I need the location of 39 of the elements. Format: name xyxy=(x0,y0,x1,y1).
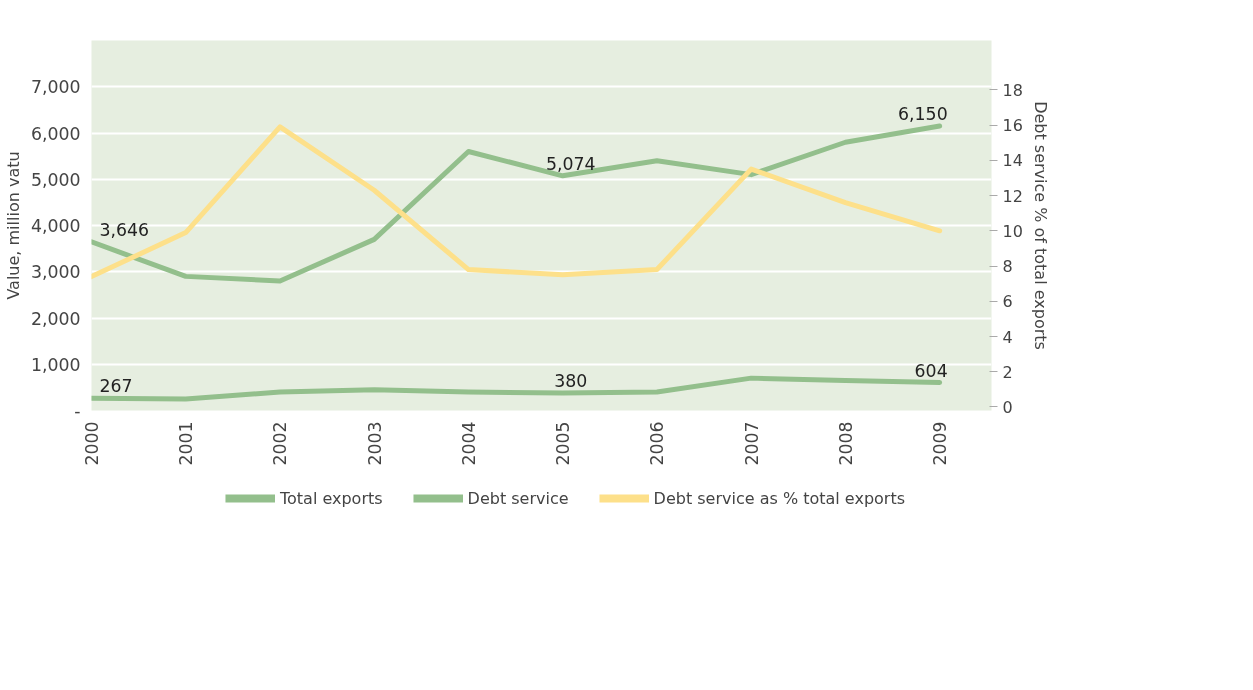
x-tick-label: 2004 xyxy=(458,421,479,466)
y-tick-label: 3,000 xyxy=(30,262,81,283)
data-label: 6,150 xyxy=(898,104,948,125)
y2-tick-label: 4 xyxy=(1002,327,1013,347)
y2-tick-label: 8 xyxy=(1002,257,1013,277)
legend-label: Total exports xyxy=(279,488,383,508)
y2-tick-label: 6 xyxy=(1002,292,1013,312)
legend-label: Debt service as % total exports xyxy=(653,488,906,508)
y2-tick-label: 0 xyxy=(1002,397,1013,417)
y2-tick-label: 14 xyxy=(1002,151,1023,171)
x-tick-label: 2007 xyxy=(741,421,762,466)
x-tick-label: 2006 xyxy=(647,421,668,466)
x-tick-label: 2009 xyxy=(930,421,951,466)
data-label: 5,074 xyxy=(545,153,596,174)
y-tick-label: 6,000 xyxy=(30,123,81,144)
y2-tick-label: 10 xyxy=(1002,221,1023,241)
x-tick-label: 2008 xyxy=(835,421,856,466)
y-axis-title: Value, million vatu xyxy=(3,151,23,300)
x-tick-label: 2003 xyxy=(364,421,385,466)
y2-tick-label: 16 xyxy=(1002,116,1023,136)
data-label: 267 xyxy=(99,376,133,397)
y-tick-label: 2,000 xyxy=(30,308,81,329)
data-label: 604 xyxy=(914,360,948,381)
y2-tick-label: 12 xyxy=(1002,186,1023,206)
x-tick-label: 2001 xyxy=(176,421,197,466)
y-tick-label: - xyxy=(74,401,81,421)
x-tick-label: 2000 xyxy=(82,421,102,466)
legend-label: Debt service xyxy=(467,488,569,508)
x-tick-label: 2005 xyxy=(553,421,574,466)
y2-tick-label: 18 xyxy=(1002,80,1023,100)
y-tick-label: 5,000 xyxy=(30,169,81,190)
x-tick-label: 2002 xyxy=(270,421,291,466)
y2-tick-label: 2 xyxy=(1002,362,1013,382)
y2-axis-title: Debt service % of total exports xyxy=(1030,101,1050,350)
y-tick-label: 4,000 xyxy=(30,216,81,236)
data-label: 380 xyxy=(554,370,588,391)
y-tick-label: 7,000 xyxy=(30,77,81,98)
y-tick-label: 1,000 xyxy=(30,354,81,375)
data-label: 3,646 xyxy=(99,219,150,240)
